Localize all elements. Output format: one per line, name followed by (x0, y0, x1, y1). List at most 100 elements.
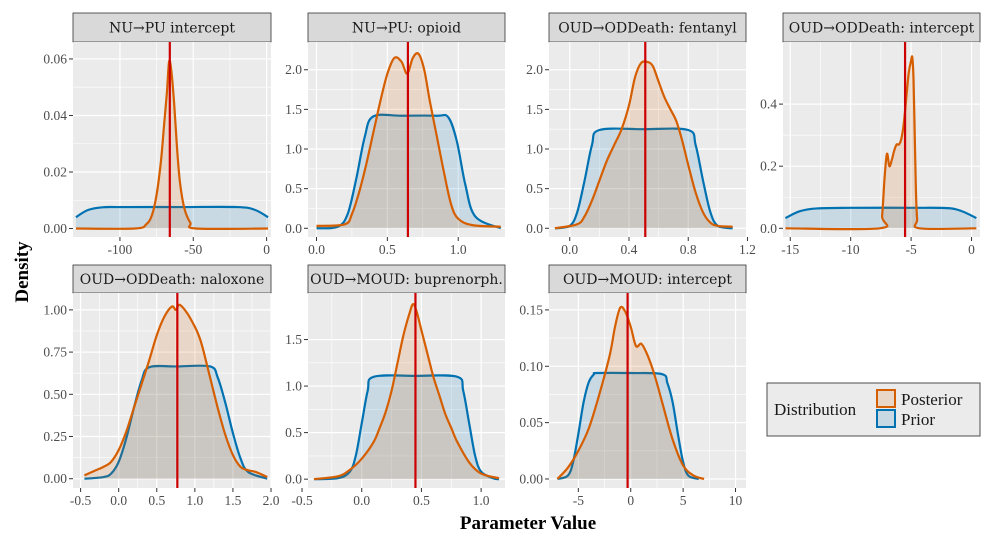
x-tick-label: 0.5 (413, 493, 430, 508)
posterior-density-line (785, 55, 977, 231)
y-tick-label: 0.02 (43, 165, 67, 180)
x-tick-label: -10 (842, 242, 860, 257)
y-tick-label: 0.5 (285, 181, 302, 196)
y-tick-label: 0.4 (760, 97, 777, 112)
plot-area (313, 293, 500, 488)
x-tick-label: 0 (968, 242, 975, 257)
y-tick-label: 0.10 (519, 359, 543, 374)
y-tick-label: 0.00 (519, 471, 543, 486)
prior-density-area (313, 375, 500, 480)
facet-strip (307, 264, 506, 294)
legend-label-posterior: Posterior (901, 390, 963, 409)
facet-strip (782, 12, 981, 43)
y-tick-label: 1.00 (43, 302, 67, 317)
plot-area (83, 293, 268, 488)
posterior-density-line (554, 60, 733, 230)
x-tick-label: 1.2 (739, 242, 756, 257)
x-tick-label: 1.0 (473, 493, 490, 508)
y-tick-label: 0.00 (43, 221, 67, 236)
facet-panel: OUD→MOUD: intercept -5 0 5 10 0.00 0.05 0.10 0.1… (519, 264, 747, 508)
facet-strip-title: OUD→ODDeath: fentanyl (558, 21, 737, 37)
panel-background (73, 293, 271, 488)
legend: Distribution Posterior Prior (766, 382, 981, 437)
y-tick-label: 2.0 (285, 62, 302, 77)
panel-background (549, 42, 746, 237)
x-tick-label: 5 (680, 493, 687, 508)
x-axis-title: Parameter Value (460, 513, 596, 534)
x-tick-label: 0.5 (148, 493, 165, 508)
facet-panel: OUD→ODDeath: fentanyl 0.0 0.4 0.8 1.2 0.0 0.5 1… (526, 12, 756, 257)
y-tick-label: 0.15 (519, 302, 543, 317)
x-tick-label: 0 (627, 493, 634, 508)
plot-area (784, 42, 977, 237)
gridlines (549, 293, 746, 488)
y-tick-label: 0.0 (285, 472, 302, 487)
x-tick-label: -0.5 (291, 493, 313, 508)
x-tick-label: -50 (184, 242, 202, 257)
x-tick-label: 0 (263, 242, 270, 257)
y-tick-label: 0.04 (43, 108, 67, 123)
prior-density-line (784, 206, 977, 220)
legend-title: Distribution (774, 400, 857, 419)
y-tick-label: 0.2 (760, 159, 777, 174)
y-tick-label: 2.0 (526, 62, 543, 77)
y-tick-label: 1.0 (526, 142, 543, 157)
x-tick-label: 10 (729, 493, 743, 508)
x-tick-label: 0.5 (379, 242, 396, 257)
legend-key-prior (876, 409, 896, 428)
facet-strip-title: OUD→MOUD: intercept (563, 272, 732, 288)
y-tick-label: 0.0 (760, 221, 777, 236)
posterior-density-area (313, 304, 500, 480)
y-tick-label: 0.5 (526, 181, 543, 196)
legend-box (766, 382, 981, 437)
y-axis-title: Density (12, 241, 33, 303)
prior-density-line (75, 205, 269, 219)
facet-strip (548, 264, 747, 294)
y-tick-label: 0.50 (43, 387, 67, 402)
posterior-density-area (75, 60, 269, 229)
facet-strip-title: OUD→MOUD: buprenorph. (310, 272, 503, 288)
prior-density-area (84, 365, 268, 479)
x-tick-label: -5 (573, 493, 584, 508)
posterior-density-area (554, 61, 733, 229)
gridlines (73, 293, 271, 488)
posterior-density-area (84, 304, 268, 479)
legend-label-prior: Prior (901, 410, 935, 429)
facet-strip-title: OUD→ODDeath: intercept (789, 21, 975, 37)
y-tick-label: 0.0 (526, 221, 543, 236)
facet-strip (72, 264, 272, 294)
facet-strip-title: NU→PU intercept (109, 21, 235, 37)
y-tick-label: 0.00 (43, 471, 67, 486)
facet-panel: OUD→MOUD: buprenorph. -0.5 0.0 0.5 1.0 0.0 0.5… (285, 264, 506, 508)
panel-background (549, 293, 746, 488)
y-tick-label: 0.75 (43, 345, 67, 360)
x-tick-label: 2.0 (263, 493, 280, 508)
gridlines (549, 42, 746, 237)
plot-area (316, 42, 502, 237)
panels: NU→PU intercept-100 -50 00.000.020.040.06N… (43, 12, 981, 508)
y-tick-label: 1.5 (285, 332, 302, 347)
x-tick-label: 1.0 (186, 493, 203, 508)
y-tick-label: 1.0 (285, 379, 302, 394)
plot-area (554, 42, 733, 237)
x-tick-label: 0.0 (308, 242, 325, 257)
facet-strip (72, 12, 272, 43)
prior-density-area (75, 206, 269, 229)
y-tick-label: 0.0 (285, 221, 302, 236)
y-tick-label: 0.5 (285, 425, 302, 440)
posterior-density-area (557, 306, 705, 479)
posterior-density-line (556, 305, 705, 481)
x-tick-label: 1.0 (450, 242, 467, 257)
x-tick-label: 0.4 (621, 242, 638, 257)
prior-density-area (785, 207, 977, 229)
posterior-density-line (313, 303, 500, 481)
x-tick-label: 0.0 (353, 493, 370, 508)
y-tick-label: 1.0 (285, 142, 302, 157)
plot-area (556, 293, 705, 488)
facet-strip (307, 12, 506, 43)
facet-strip-title: OUD→ODDeath: naloxone (80, 272, 265, 288)
facet-panel: OUD→ODDeath: naloxone -0.5 0.0 0.5 1.0 1.5 2.0… (43, 264, 280, 508)
x-tick-label: 0.0 (561, 242, 578, 257)
plot-area (75, 42, 269, 237)
